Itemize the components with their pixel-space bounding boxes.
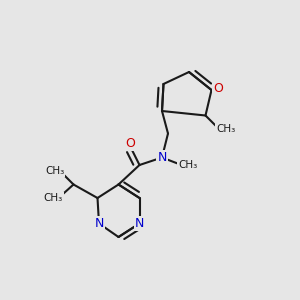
Text: CH₃: CH₃ [216,124,235,134]
Text: O: O [126,137,135,150]
Text: N: N [94,217,104,230]
Text: N: N [135,217,144,230]
Text: CH₃: CH₃ [45,166,64,176]
Text: CH₃: CH₃ [44,193,63,203]
Text: N: N [157,151,167,164]
Text: O: O [213,82,223,95]
Text: CH₃: CH₃ [178,160,198,170]
